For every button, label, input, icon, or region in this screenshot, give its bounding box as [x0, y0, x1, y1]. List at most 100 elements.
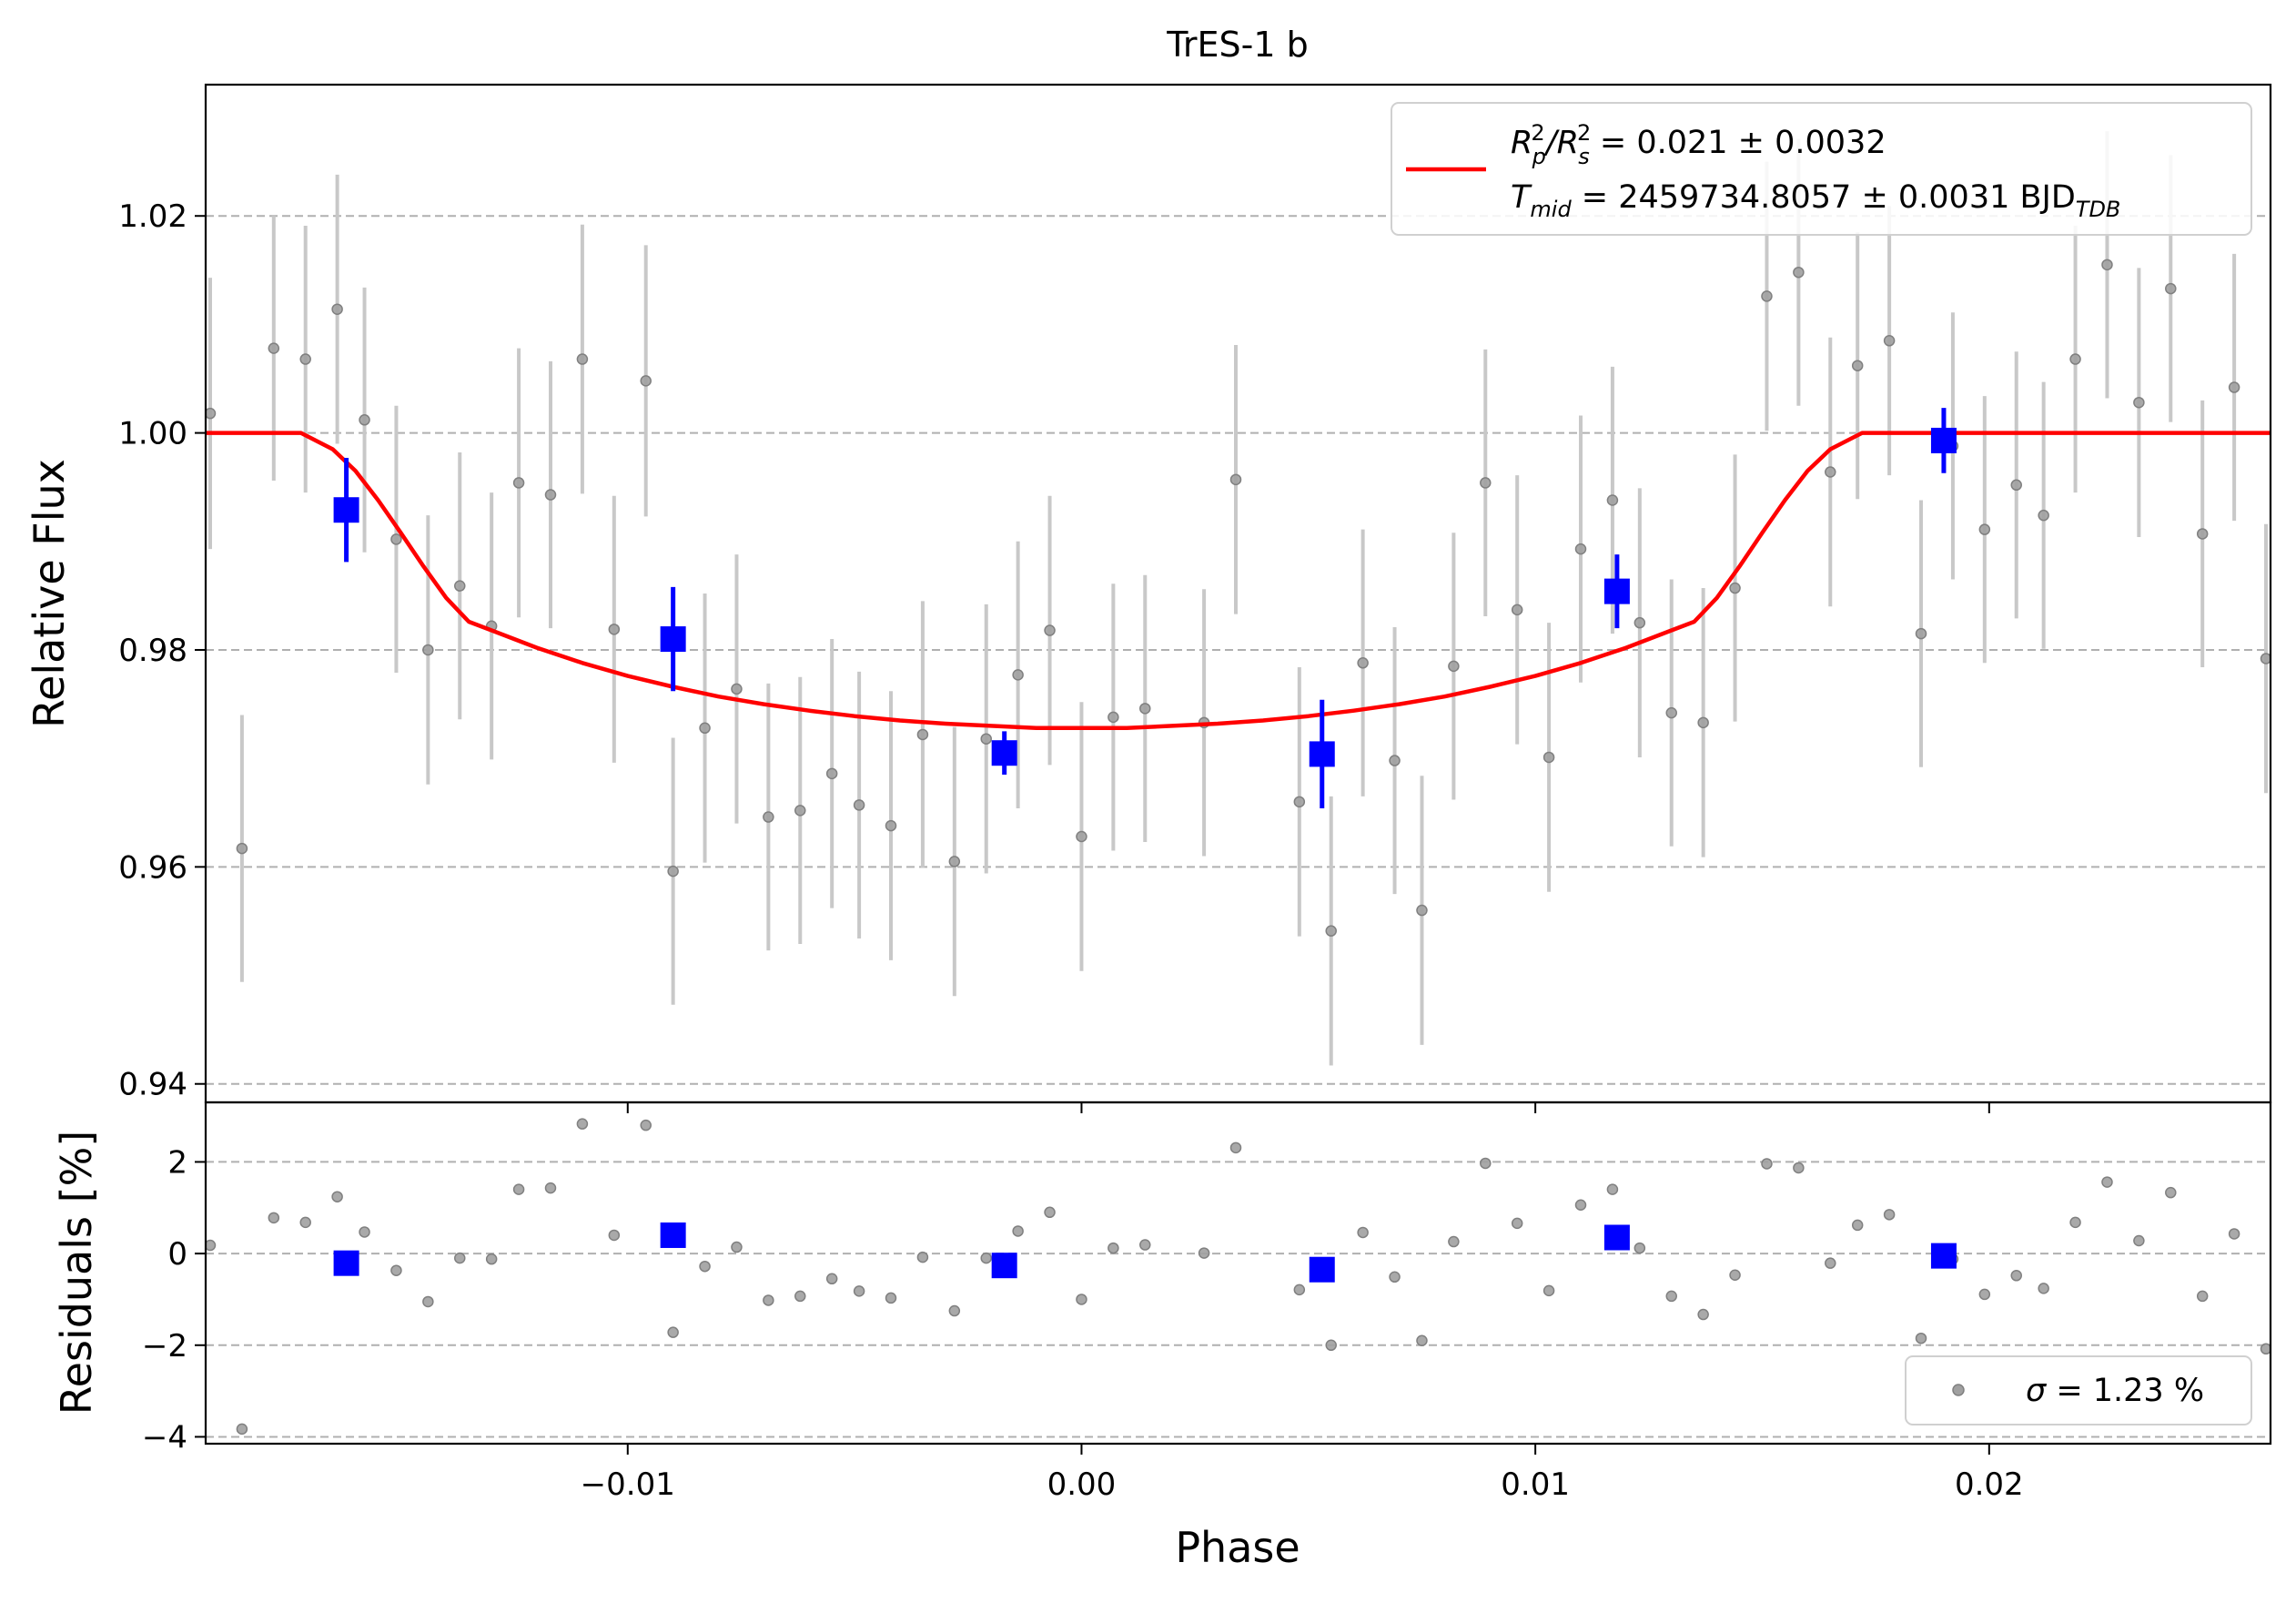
- raw-data-point: [608, 624, 621, 635]
- raw-data-point: [1416, 904, 1428, 917]
- residual-point: [1542, 1284, 1555, 1297]
- raw-data-point: [853, 799, 865, 811]
- residual-point: [1198, 1247, 1210, 1259]
- residual-point: [1665, 1290, 1677, 1303]
- main-legend: R2 p/R2 s = 0.021 ± 0.0032 Tmid = 2459734.…: [1391, 102, 2252, 236]
- residual-point: [544, 1182, 557, 1194]
- residual-y-tick-label: −4: [142, 1419, 187, 1456]
- raw-data-point: [667, 865, 679, 878]
- raw-data-point: [1665, 706, 1677, 719]
- residual-point: [916, 1251, 929, 1263]
- transit-model: [206, 431, 2271, 731]
- residual-binned-point: [991, 1253, 1017, 1279]
- raw-data-point: [1574, 543, 1587, 555]
- binned-data-point: [1309, 741, 1335, 767]
- residual-binned-point: [660, 1222, 686, 1248]
- residual-point: [1229, 1141, 1242, 1154]
- residual-point: [1139, 1239, 1151, 1251]
- residual-point: [1416, 1334, 1428, 1346]
- main-binned-points: [333, 408, 1957, 808]
- residual-point: [2038, 1283, 2049, 1294]
- raw-data-point: [1606, 494, 1619, 506]
- residual-point: [2165, 1186, 2177, 1199]
- residual-y-ticks: −4 −2 0 2: [142, 1144, 206, 1456]
- raw-data-point: [454, 580, 466, 592]
- raw-data-point: [236, 842, 248, 855]
- residual-point: [853, 1285, 865, 1297]
- raw-data-point: [331, 303, 343, 315]
- raw-data-point: [206, 407, 217, 420]
- raw-data-point: [2196, 528, 2209, 540]
- residual-point: [485, 1253, 498, 1265]
- main-y-tick-label: 0.94: [118, 1067, 187, 1103]
- residual-point: [2196, 1290, 2209, 1303]
- binned-data-point: [1603, 578, 1630, 604]
- x-tick-label: 0.00: [1047, 1466, 1117, 1503]
- raw-data-point: [2101, 259, 2113, 271]
- raw-data-point: [1697, 716, 1709, 729]
- raw-data-point: [2010, 479, 2022, 492]
- raw-data-point: [1825, 466, 1836, 478]
- residual-legend-box: [1905, 1355, 2252, 1425]
- x-tick-label: 0.01: [1501, 1466, 1570, 1503]
- residual-point: [422, 1295, 434, 1308]
- raw-data-point: [1076, 830, 1087, 843]
- residual-binned-point: [1603, 1224, 1630, 1251]
- residual-ylabel: Residuals [%]: [52, 1131, 101, 1415]
- raw-data-point: [2228, 381, 2240, 393]
- residual-point: [731, 1241, 743, 1253]
- residual-point: [1729, 1269, 1741, 1282]
- raw-data-point: [1357, 657, 1369, 669]
- residual-point: [948, 1304, 961, 1317]
- residual-point: [299, 1216, 311, 1229]
- residual-y-tick-label: 2: [167, 1144, 187, 1181]
- residual-point: [1915, 1332, 1927, 1344]
- main-ylabel: Relative Flux: [25, 459, 74, 728]
- raw-data-point: [2069, 353, 2081, 365]
- residual-point: [1012, 1225, 1024, 1237]
- raw-data-point: [299, 353, 311, 365]
- raw-data-point: [2038, 509, 2049, 522]
- residual-panel: −4 −2 0 2 −0.01 0.00 0.01 0.02 Residuals [%] P…: [52, 1101, 2272, 1572]
- main-y-tick-label: 0.98: [118, 633, 187, 669]
- residual-point: [1574, 1199, 1587, 1212]
- raw-data-point: [763, 811, 774, 823]
- raw-data-point: [948, 856, 961, 867]
- legend-sigma-text: σ = 1.23 %: [2026, 1373, 2204, 1409]
- residual-point: [885, 1292, 897, 1304]
- raw-data-point: [2165, 282, 2177, 295]
- main-y-tick-label: 1.02: [118, 198, 187, 235]
- residual-point: [1825, 1257, 1836, 1269]
- raw-data-point: [544, 489, 557, 501]
- residual-point: [1606, 1183, 1619, 1195]
- transit-model-line: [206, 431, 2271, 731]
- raw-data-point: [1480, 477, 1492, 489]
- residual-axes-frame: [204, 1101, 2272, 1446]
- x-tick-label: −0.01: [581, 1466, 675, 1503]
- residual-point: [1761, 1158, 1773, 1170]
- residual-point: [794, 1290, 806, 1303]
- residual-y-tick-label: −2: [142, 1328, 187, 1365]
- main-raw-errorbars: [207, 131, 2269, 1066]
- main-panel: 0.94 0.96 0.98 1.00 1.02 Relative Flux: [25, 83, 2272, 1104]
- residual-point: [2069, 1216, 2081, 1229]
- raw-data-point: [422, 644, 434, 656]
- raw-data-point: [1389, 755, 1401, 766]
- residual-point: [1108, 1242, 1119, 1254]
- raw-data-point: [1325, 925, 1337, 937]
- main-y-tick-label: 0.96: [118, 849, 187, 886]
- main-y-ticks: 0.94 0.96 0.98 1.00 1.02: [118, 198, 206, 1103]
- legend-residual-marker: [1952, 1384, 1965, 1396]
- residual-point: [763, 1294, 774, 1306]
- raw-data-point: [916, 728, 929, 741]
- residual-point: [2260, 1343, 2271, 1355]
- raw-data-point: [825, 767, 838, 780]
- residual-point: [1697, 1308, 1709, 1321]
- raw-data-point: [268, 342, 280, 354]
- residual-point: [1044, 1206, 1056, 1219]
- residual-point: [576, 1118, 589, 1130]
- raw-data-point: [1729, 582, 1741, 594]
- residual-point: [236, 1423, 248, 1436]
- raw-data-point: [1229, 473, 1242, 486]
